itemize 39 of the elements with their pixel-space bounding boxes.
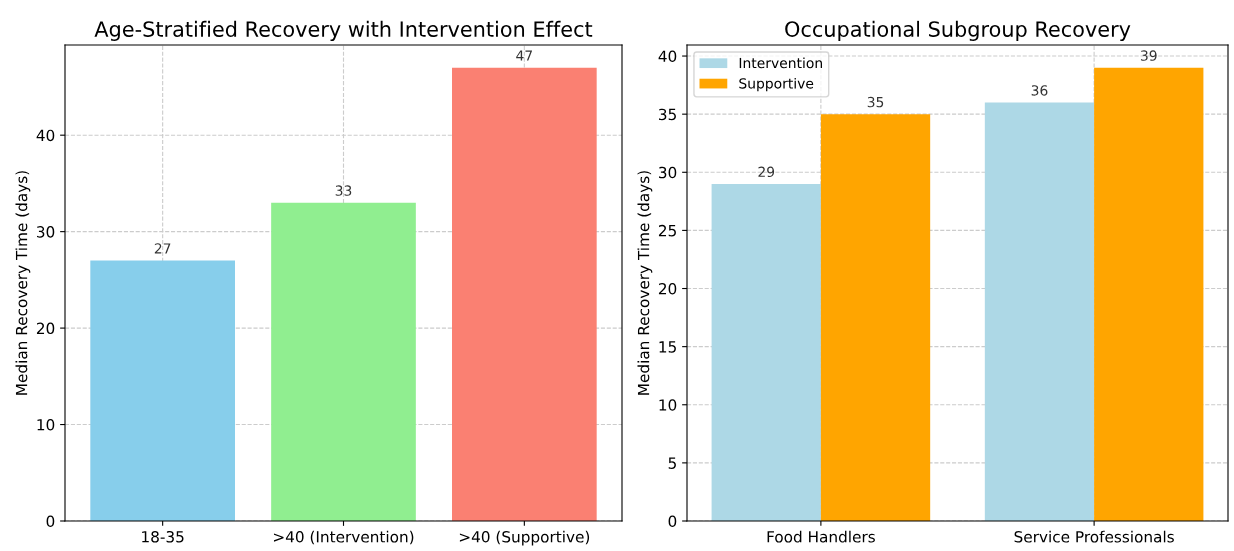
data-label: 36: [1031, 85, 1048, 96]
x-tick-label: 18-35: [142, 530, 184, 543]
y-tick-label: 20: [36, 322, 55, 335]
bar: [711, 183, 821, 521]
bar: [1094, 67, 1204, 521]
y-tick-label: 40: [36, 129, 55, 142]
y-tick-label: 35: [659, 108, 676, 121]
legend-label: Intervention: [739, 57, 822, 69]
chart-title: Age-Stratified Recovery with Intervention Effect: [94, 20, 593, 41]
bar: [90, 260, 235, 521]
data-label: 29: [758, 166, 775, 178]
bar: [452, 67, 597, 521]
y-tick-label: 20: [658, 282, 677, 295]
y-tick-label: 10: [37, 419, 55, 431]
y-tick-label: 0: [668, 515, 677, 528]
x-tick-label: >40 (Supportive): [459, 530, 590, 546]
bar: [271, 202, 416, 521]
y-tick-label: 30: [659, 166, 677, 179]
y-tick-label: 0: [46, 515, 55, 528]
y-tick-label: 25: [658, 224, 676, 237]
data-label: 35: [867, 96, 884, 108]
y-tick-label: 10: [659, 399, 677, 411]
y-axis-title: Median Recovery Time (days): [637, 171, 653, 395]
data-label: 33: [335, 185, 352, 196]
y-axis-title: Median Recovery Time (days): [15, 171, 31, 395]
data-label: 39: [1140, 50, 1157, 61]
x-tick-label: Food Handlers: [767, 530, 875, 543]
data-label: 47: [516, 50, 532, 61]
bar: [984, 102, 1095, 521]
y-tick-label: 40: [658, 50, 677, 63]
y-tick-label: 5: [668, 457, 676, 469]
legend-label: Supportive: [739, 77, 814, 92]
bar: [820, 114, 931, 521]
chart-title: Occupational Subgroup Recovery: [785, 20, 1131, 41]
x-tick-label: Service Professionals: [1014, 530, 1174, 543]
data-label: 27: [154, 243, 171, 254]
x-tick-label: >40 (Intervention): [273, 530, 414, 545]
y-tick-label: 30: [37, 226, 55, 238]
y-tick-label: 15: [659, 341, 676, 353]
